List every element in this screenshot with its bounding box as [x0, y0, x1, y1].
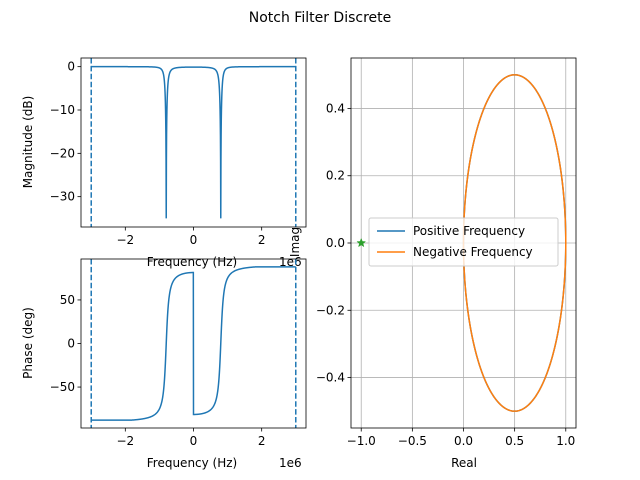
- legend-label-negative: Negative Frequency: [413, 245, 533, 259]
- nyquist-xlabel: Real: [451, 456, 477, 470]
- phase-plot-layer: [90, 259, 297, 428]
- legend-label-positive: Positive Frequency: [413, 224, 525, 238]
- nyquist-y-tick-label: −0.4: [316, 371, 345, 385]
- legend-box: [368, 217, 559, 267]
- nyquist-y-tick-label: 0.4: [326, 101, 345, 115]
- nyquist-x-tick-label: 0.0: [454, 434, 473, 448]
- phase-response-line: [91, 266, 296, 421]
- phase-ylabel: Phase (deg): [21, 307, 35, 379]
- phase-y-tick-label: 50: [60, 293, 75, 307]
- nyquist-y-tick-label: 0.2: [326, 169, 345, 183]
- nyquist-ylabel: Imag: [288, 227, 302, 257]
- magnitude-x-tick-label: 2: [258, 233, 266, 247]
- magnitude-x-offset: 1e6: [279, 255, 302, 269]
- phase-frame: [80, 258, 307, 429]
- phase-xlabel: Frequency (Hz): [147, 456, 238, 470]
- magnitude-plot-layer: [90, 58, 297, 227]
- magnitude-ylabel: Magnitude (dB): [21, 96, 35, 189]
- nyquist-x-tick-label: −0.5: [398, 434, 427, 448]
- nyquist-y-tick-label: −0.2: [316, 303, 345, 317]
- magnitude-x-tick-label: −2: [116, 233, 134, 247]
- phase-x-offset: 1e6: [279, 456, 302, 470]
- magnitude-response-line: [91, 65, 296, 219]
- magnitude-xlabel: Frequency (Hz): [147, 255, 238, 269]
- phase-x-tick-label: −2: [116, 434, 134, 448]
- nyquist-x-tick-label: 1.0: [556, 434, 575, 448]
- magnitude-y-tick-label: −30: [50, 190, 75, 204]
- nyquist-y-tick-label: 0.0: [326, 236, 345, 250]
- magnitude-y-tick-label: −20: [50, 146, 75, 160]
- nyquist-x-tick-label: 0.5: [505, 434, 524, 448]
- magnitude-x-tick-label: 0: [190, 233, 198, 247]
- nyquist-x-tick-label: −1.0: [347, 434, 376, 448]
- phase-y-tick-label: 0: [67, 337, 75, 351]
- nyquist-critical-point-marker: [356, 237, 367, 248]
- phase-x-tick-label: 0: [190, 434, 198, 448]
- magnitude-axes: Magnitude (dB) Frequency (Hz) 1e6 −2 0 20−…: [21, 57, 307, 269]
- magnitude-frame: [80, 57, 307, 228]
- phase-y-tick-label: −50: [50, 380, 75, 394]
- nyquist-legend: Positive Frequency Negative Frequency: [368, 217, 559, 267]
- phase-axes: Phase (deg) Frequency (Hz) 1e6 −2 0 2 50 0 −5…: [21, 258, 307, 470]
- magnitude-y-tick-label: 0: [67, 60, 75, 74]
- nyquist-frame: [350, 57, 577, 429]
- phase-x-tick-label: 2: [258, 434, 266, 448]
- magnitude-y-tick-label: −10: [50, 103, 75, 117]
- figure-title: Notch Filter Discrete: [249, 10, 392, 26]
